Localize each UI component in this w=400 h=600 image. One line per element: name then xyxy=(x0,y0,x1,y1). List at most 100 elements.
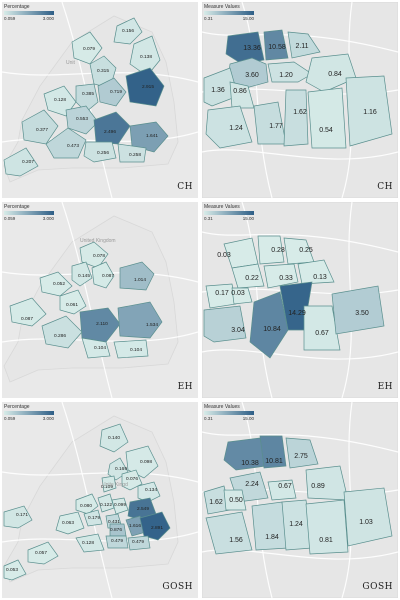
region-polygon[interactable] xyxy=(71,31,103,65)
region-polygon[interactable] xyxy=(75,83,99,113)
region-polygon[interactable] xyxy=(305,499,349,555)
region-polygon[interactable] xyxy=(55,511,85,535)
region-value-label: 0.063 xyxy=(62,520,74,526)
region-polygon[interactable] xyxy=(99,423,129,453)
color-legend: Measure Values 0.31 15.00 xyxy=(204,404,254,421)
region-value-label: 0.104 xyxy=(94,345,106,351)
region-polygon[interactable] xyxy=(111,497,129,515)
region-polygon[interactable] xyxy=(3,559,27,581)
region-polygon[interactable] xyxy=(231,263,265,289)
region-polygon[interactable] xyxy=(121,469,143,491)
region-polygon[interactable] xyxy=(125,67,165,107)
region-polygon[interactable] xyxy=(119,261,155,291)
region-polygon[interactable] xyxy=(21,109,59,145)
road-line xyxy=(61,402,113,598)
region-polygon[interactable] xyxy=(283,89,309,147)
region-polygon[interactable] xyxy=(249,291,289,359)
color-legend: Percentage 0.059 3.000 xyxy=(4,204,54,221)
region-value-label: 0.876 xyxy=(110,527,122,533)
region-value-label: 0.719 xyxy=(110,89,122,95)
region-polygon[interactable] xyxy=(223,489,247,511)
region-polygon[interactable] xyxy=(231,287,253,305)
region-polygon[interactable] xyxy=(129,35,161,77)
region-polygon[interactable] xyxy=(41,315,83,349)
region-polygon[interactable] xyxy=(137,481,161,503)
region-polygon[interactable] xyxy=(259,435,287,469)
region-polygon[interactable] xyxy=(129,121,169,153)
region-value-label: 0.81 xyxy=(319,537,333,544)
region-polygon[interactable] xyxy=(3,147,39,177)
region-polygon[interactable] xyxy=(343,487,393,547)
region-value-label: 3.50 xyxy=(355,310,369,317)
region-polygon[interactable] xyxy=(267,61,313,83)
legend-max: 15.00 xyxy=(242,216,254,221)
region-polygon[interactable] xyxy=(59,289,87,315)
region-polygon[interactable] xyxy=(297,259,335,285)
region-value-label: 10.38 xyxy=(241,460,259,467)
region-polygon[interactable] xyxy=(9,297,47,327)
region-polygon[interactable] xyxy=(263,29,289,61)
region-polygon[interactable] xyxy=(345,75,393,147)
region-polygon[interactable] xyxy=(39,271,73,297)
region-value-label: 10.84 xyxy=(263,326,281,333)
region-value-label: 0.080 xyxy=(80,503,92,509)
region-polygon[interactable] xyxy=(203,305,247,343)
region-polygon[interactable] xyxy=(83,509,103,527)
region-polygon[interactable] xyxy=(113,17,143,45)
region-polygon[interactable] xyxy=(331,285,385,335)
region-polygon[interactable] xyxy=(97,77,127,107)
region-polygon[interactable] xyxy=(223,437,267,471)
region-polygon[interactable] xyxy=(91,261,115,289)
region-polygon[interactable] xyxy=(81,337,111,359)
region-value-label: 0.079 xyxy=(83,46,95,52)
legend-range: 0.31 15.00 xyxy=(204,216,254,221)
region-polygon[interactable] xyxy=(263,263,299,289)
region-polygon[interactable] xyxy=(113,339,149,359)
region-polygon[interactable] xyxy=(139,511,171,541)
region-polygon[interactable] xyxy=(267,479,297,501)
region-polygon[interactable] xyxy=(287,31,321,59)
region-polygon[interactable] xyxy=(105,535,129,549)
region-polygon[interactable] xyxy=(117,301,163,339)
region-polygon[interactable] xyxy=(79,307,121,343)
region-polygon[interactable] xyxy=(3,505,33,529)
region-polygon[interactable] xyxy=(93,111,131,145)
region-value-label: 3.60 xyxy=(245,72,259,79)
region-polygon[interactable] xyxy=(303,305,341,351)
region-polygon[interactable] xyxy=(75,493,99,515)
region-polygon[interactable] xyxy=(205,105,253,149)
region-polygon[interactable] xyxy=(75,533,105,553)
region-polygon[interactable] xyxy=(307,87,347,149)
region-value-label: 0.207 xyxy=(22,159,34,165)
region-polygon[interactable] xyxy=(79,241,109,269)
legend-max: 3.000 xyxy=(42,216,54,221)
region-polygon[interactable] xyxy=(125,445,159,479)
region-value-label: 0.54 xyxy=(319,127,333,134)
region-polygon[interactable] xyxy=(45,127,87,159)
region-value-label: 0.17 xyxy=(215,290,229,297)
region-polygon[interactable] xyxy=(27,541,59,565)
region-polygon[interactable] xyxy=(203,67,239,107)
map-canvas: 0.030.28 0.250.22 0.33 0.130.17 0.0314.293.0… xyxy=(202,202,398,398)
region-polygon[interactable] xyxy=(285,437,319,469)
road-line xyxy=(202,431,398,453)
region-polygon[interactable] xyxy=(83,141,117,163)
region-value-label: 1.84 xyxy=(265,534,279,541)
region-polygon[interactable] xyxy=(71,261,93,287)
region-polygon[interactable] xyxy=(305,53,357,93)
region-polygon[interactable] xyxy=(205,511,253,555)
legend-range: 0.059 3.000 xyxy=(4,216,54,221)
panel-title: CH xyxy=(377,182,393,192)
region-polygon[interactable] xyxy=(101,475,117,493)
region-polygon[interactable] xyxy=(65,105,99,135)
panel-title: CH xyxy=(177,182,193,192)
region-value-label: 1.62 xyxy=(209,499,223,506)
region-value-label: 2.915 xyxy=(142,84,154,90)
region-polygon[interactable] xyxy=(257,235,285,265)
region-value-label: 14.29 xyxy=(288,310,306,317)
region-value-label: 0.145 xyxy=(78,273,90,279)
region-polygon[interactable] xyxy=(127,535,151,551)
region-polygon[interactable] xyxy=(117,143,147,163)
panel-title: EH xyxy=(377,382,393,392)
